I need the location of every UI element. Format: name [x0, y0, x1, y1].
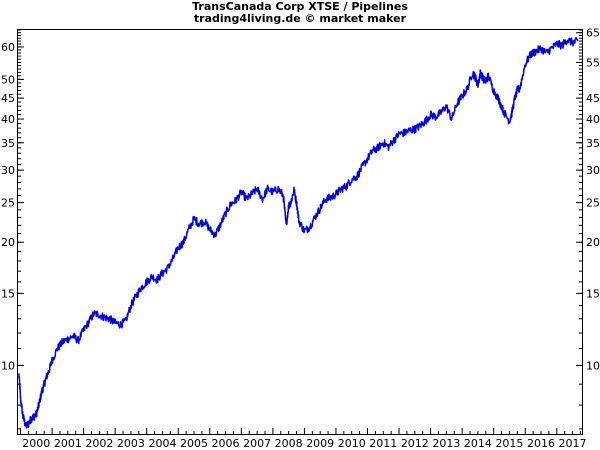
- y-tick-label-left: 40: [1, 113, 15, 126]
- x-tick-label: 2012: [401, 437, 429, 450]
- y-tick-label-right: 40: [586, 113, 600, 126]
- x-tick-label: 2002: [85, 437, 113, 450]
- left-y-axis: 10 15 20 25 30 35 40 45 50 60: [1, 29, 24, 430]
- x-tick-label: 2009: [306, 437, 334, 450]
- x-tick-label: 2011: [369, 437, 397, 450]
- y-tick-label-left: 35: [1, 137, 15, 150]
- x-tick-label: 2003: [117, 437, 145, 450]
- y-tick-label-left: 30: [1, 164, 15, 177]
- y-tick-label-left: 45: [1, 92, 15, 105]
- chart-title: TransCanada Corp XTSE / Pipelines: [192, 0, 408, 13]
- y-tick-label-right: 20: [586, 236, 600, 249]
- x-tick-label: 2013: [432, 437, 460, 450]
- y-tick-label-right: 45: [586, 92, 600, 105]
- y-tick-label-right: 55: [586, 56, 600, 69]
- plot-frame: [17, 29, 583, 435]
- y-tick-label-right: 10: [586, 359, 600, 372]
- y-tick-label-left: 10: [1, 359, 15, 372]
- x-axis: 2000 2001 2002 2003 2004 2005 2006 2007 2008 2009…: [20, 428, 587, 450]
- y-tick-label-left: 60: [1, 41, 15, 54]
- x-tick-label: 2010: [338, 437, 366, 450]
- y-tick-label-left: 25: [1, 197, 15, 210]
- chart-subtitle: trading4living.de © market maker: [193, 12, 407, 25]
- price-series-line: [18, 36, 579, 429]
- x-tick-label: 2006: [212, 437, 240, 450]
- x-tick-label: 2008: [275, 437, 303, 450]
- y-tick-label-left: 15: [1, 287, 15, 300]
- right-y-axis: 10 15 20 25 30 35 40 45 55 65: [576, 27, 600, 430]
- y-tick-label-left: 20: [1, 236, 15, 249]
- x-tick-label: 2014: [464, 437, 492, 450]
- y-tick-label-right: 25: [586, 197, 600, 210]
- x-tick-label: 2017: [559, 437, 587, 450]
- y-tick-label-right: 35: [586, 137, 600, 150]
- x-tick-label: 2016: [527, 437, 555, 450]
- y-tick-label-right: 65: [586, 27, 600, 40]
- y-tick-label-left: 50: [1, 73, 15, 86]
- y-tick-label-right: 30: [586, 164, 600, 177]
- x-tick-label: 2015: [495, 437, 523, 450]
- x-tick-label: 2005: [180, 437, 208, 450]
- x-tick-label: 2000: [22, 437, 50, 450]
- y-tick-label-right: 15: [586, 287, 600, 300]
- x-tick-label: 2001: [54, 437, 82, 450]
- x-tick-label: 2004: [148, 437, 176, 450]
- x-tick-label: 2007: [243, 437, 271, 450]
